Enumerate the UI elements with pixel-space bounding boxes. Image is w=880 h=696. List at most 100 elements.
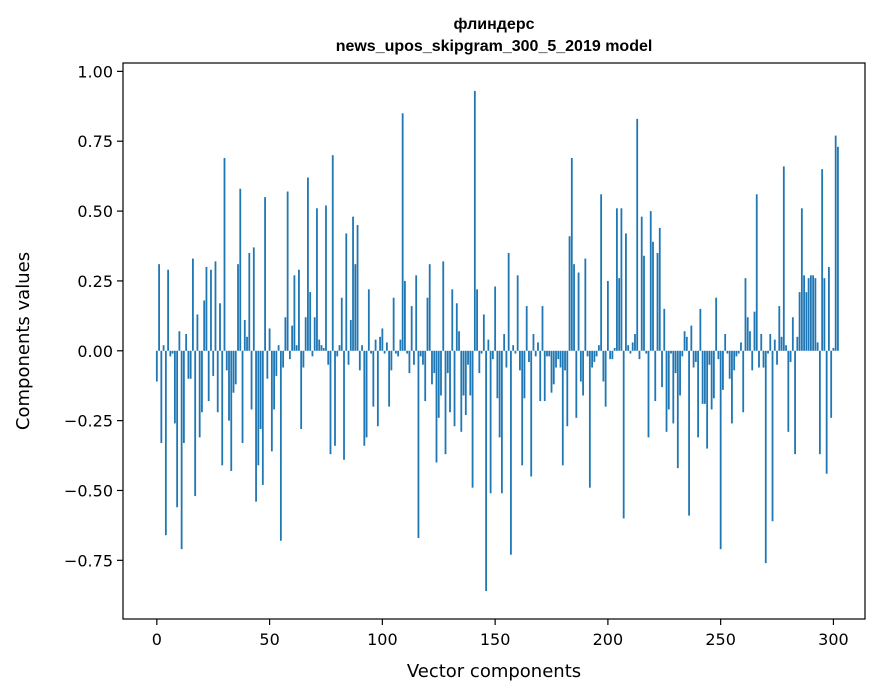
bar — [782, 166, 785, 351]
x-tick-label: 300 — [818, 630, 849, 649]
bar — [309, 292, 312, 351]
bar — [473, 90, 476, 351]
bar — [250, 350, 253, 410]
bar — [710, 350, 713, 410]
bar — [449, 350, 451, 413]
bar — [751, 350, 754, 371]
bar — [636, 118, 639, 351]
bar — [417, 350, 420, 538]
bar — [616, 208, 618, 351]
bar — [239, 188, 242, 351]
bar — [419, 350, 422, 357]
bar — [413, 350, 415, 365]
x-tick-label: 100 — [367, 630, 398, 649]
bar — [158, 264, 160, 351]
bar — [825, 350, 828, 474]
bar — [604, 350, 607, 407]
bar — [180, 350, 183, 550]
bar — [460, 350, 463, 432]
bar — [699, 308, 702, 351]
bar — [708, 350, 711, 365]
bar — [176, 350, 179, 508]
bar — [356, 225, 359, 351]
bar — [534, 350, 537, 357]
bar — [476, 289, 478, 351]
bar — [620, 208, 623, 351]
bar — [570, 157, 573, 351]
bar — [489, 350, 492, 494]
bar — [767, 350, 769, 354]
bar — [415, 275, 418, 351]
bar — [437, 350, 440, 418]
bar — [796, 336, 799, 351]
bar — [514, 350, 517, 354]
bar — [401, 113, 404, 351]
bar — [769, 334, 772, 351]
bar — [311, 350, 314, 357]
bar — [568, 236, 571, 351]
bar — [367, 289, 370, 351]
bar — [273, 350, 275, 410]
bar — [742, 350, 745, 413]
bar — [243, 320, 246, 351]
bar — [692, 350, 695, 368]
bar — [564, 350, 566, 371]
bar — [320, 345, 323, 351]
bar — [408, 350, 411, 374]
bar — [638, 350, 641, 360]
bar — [789, 350, 792, 362]
bar — [316, 208, 318, 351]
bar — [625, 233, 627, 351]
bar — [178, 331, 181, 351]
plot-frame — [122, 62, 866, 620]
bar — [343, 350, 345, 460]
bar — [410, 306, 413, 351]
bar — [462, 350, 465, 396]
bar — [379, 336, 381, 351]
bar — [210, 269, 212, 351]
bar — [832, 347, 835, 351]
bar — [690, 325, 693, 351]
bar — [282, 350, 285, 368]
bar — [234, 350, 237, 385]
bar — [579, 350, 582, 382]
bar — [223, 157, 226, 351]
bar — [390, 350, 393, 371]
bar — [586, 350, 589, 357]
bar — [672, 350, 675, 424]
chart-title: флиндерс — [454, 16, 535, 33]
bar — [394, 350, 397, 354]
bar — [828, 266, 830, 351]
bar — [464, 350, 467, 416]
bar — [627, 345, 630, 351]
bar — [491, 350, 494, 360]
bar — [755, 194, 758, 351]
bar — [537, 342, 539, 351]
bar — [374, 339, 377, 351]
bar — [715, 297, 718, 351]
bar — [212, 350, 215, 376]
bar — [588, 350, 591, 488]
bar — [385, 342, 388, 351]
bar — [248, 252, 251, 351]
y-tick-label: 0.50 — [77, 202, 113, 221]
bar — [703, 350, 706, 404]
bar — [331, 155, 334, 351]
bar — [189, 350, 192, 379]
bar — [787, 350, 790, 432]
bar — [663, 308, 666, 351]
bar — [737, 350, 740, 354]
y-tick-label: −0.75 — [64, 551, 113, 570]
y-tick-label: 0.25 — [77, 272, 113, 291]
bar — [740, 342, 742, 351]
bar — [264, 197, 266, 351]
bar — [543, 350, 546, 402]
bar — [803, 275, 805, 351]
bar — [496, 350, 499, 399]
bar — [173, 350, 176, 424]
x-tick-label: 200 — [593, 630, 624, 649]
bar — [361, 345, 363, 351]
bar — [383, 350, 386, 354]
bar — [798, 292, 801, 351]
